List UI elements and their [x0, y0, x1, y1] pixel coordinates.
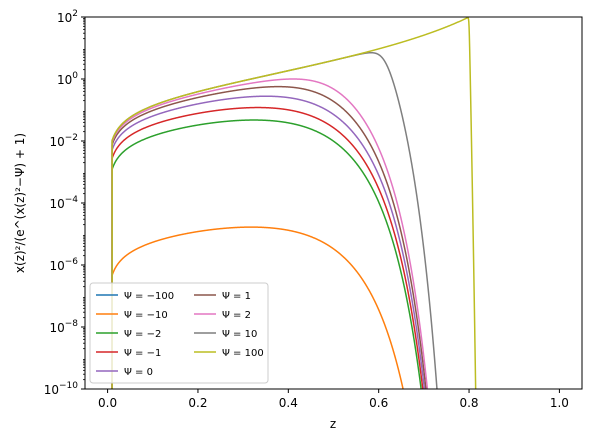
y-tick-label: 10−10 [44, 381, 79, 397]
x-tick-label: 0.0 [98, 396, 117, 410]
x-tick-label: 0.6 [369, 396, 388, 410]
legend-box [89, 282, 269, 384]
legend: Ψ = −100 Ψ = −10 Ψ = −2 Ψ = −1 Ψ = 0 Ψ = 1 Ψ =… [89, 282, 269, 384]
y-axis-label: x(z)²/(e^(x(z)²−Ψ) + 1) [13, 133, 27, 273]
series-line [111, 119, 422, 389]
legend-label: Ψ = 2 [222, 310, 251, 321]
series-line [111, 17, 477, 389]
y-tick-label: 10−4 [49, 195, 78, 211]
y-axis: 10−10 10−8 10−6 10−4 10−2 100 102 [44, 9, 85, 397]
series-line [111, 106, 424, 389]
x-tick-label: 1.0 [550, 396, 569, 410]
x-tick-label: 0.8 [459, 396, 478, 410]
series-line [111, 226, 404, 389]
x-tick-label: 0.2 [188, 396, 207, 410]
series-line [111, 85, 427, 389]
legend-label: Ψ = 0 [124, 367, 153, 378]
legend-label: Ψ = −1 [124, 348, 161, 359]
legend-label: Ψ = 1 [222, 291, 251, 302]
series-layer [111, 17, 477, 389]
x-axis-label: z [330, 417, 336, 431]
legend-label: Ψ = −10 [124, 310, 168, 321]
x-axis: 0.0 0.2 0.4 0.6 0.8 1.0 [98, 389, 569, 410]
y-tick-label: 10−6 [49, 257, 78, 273]
legend-label: Ψ = 100 [222, 348, 264, 359]
y-tick-label: 102 [57, 9, 78, 25]
y-tick-label: 10−2 [49, 133, 78, 149]
legend-label: Ψ = 10 [222, 329, 257, 340]
y-tick-label: 100 [57, 71, 78, 87]
y-tick-label: 10−8 [49, 319, 78, 335]
legend-label: Ψ = −2 [124, 329, 161, 340]
series-line [111, 95, 426, 389]
x-tick-label: 0.4 [279, 396, 298, 410]
legend-label: Ψ = −100 [124, 291, 174, 302]
series-line [111, 78, 429, 389]
